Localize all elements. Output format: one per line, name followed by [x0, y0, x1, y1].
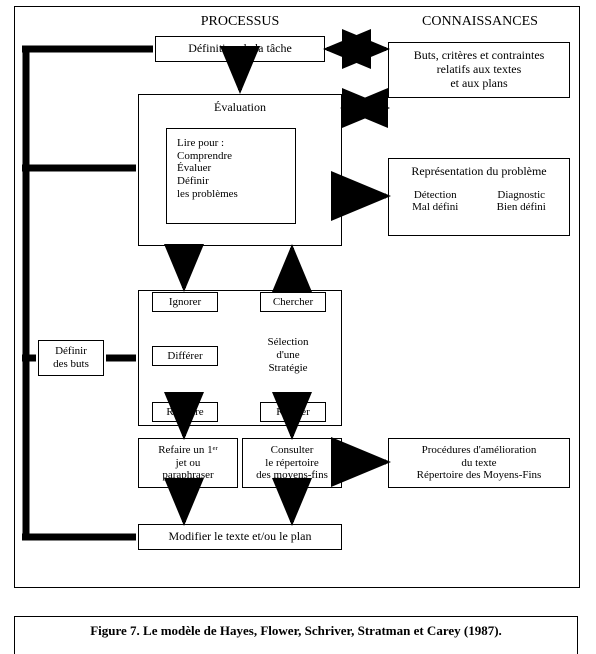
header-connaissances: CONNAISSANCES	[400, 14, 560, 30]
buts-line1: Buts, critères et contraintes	[414, 49, 545, 63]
lire-line4: Définir	[177, 175, 209, 188]
sel-l2: d'une	[276, 349, 299, 361]
buts-line3: et aux plans	[450, 77, 507, 91]
node-differer: Différer	[152, 346, 218, 366]
definir-l1: Définir	[55, 345, 87, 358]
representation-col1: Détection Mal défini	[412, 189, 458, 214]
rep-c2-l1: Diagnostic	[497, 189, 546, 202]
node-chercher: Chercher	[260, 292, 326, 312]
refaire-l3: paraphraser	[162, 469, 213, 482]
sel-l3: Stratégie	[268, 362, 307, 374]
ignorer-label: Ignorer	[169, 296, 201, 309]
node-definition: Définition de la tâche	[155, 36, 325, 62]
header-processus: PROCESSUS	[170, 14, 310, 30]
node-refaire: Refaire un 1ᵉʳ jet ou paraphraser	[138, 438, 238, 488]
definir-l2: des buts	[53, 358, 89, 371]
refaire-l1: Refaire un 1ᵉʳ	[158, 444, 218, 457]
sel-l1: Sélection	[268, 336, 309, 348]
node-reviser: Réviser	[260, 402, 326, 422]
node-buts-criteres: Buts, critères et contraintes relatifs a…	[388, 42, 570, 98]
node-procedures: Procédures d'amélioration du texte Réper…	[388, 438, 570, 488]
figure-caption: Figure 7. Le modèle de Hayes, Flower, Sc…	[14, 616, 578, 654]
lire-line2: Comprendre	[177, 150, 232, 163]
lire-line5: les problèmes	[177, 188, 238, 201]
proc-l1: Procédures d'amélioration	[422, 444, 537, 457]
evaluation-label: Évaluation	[214, 101, 266, 115]
proc-l3: Répertoire des Moyens-Fins	[417, 469, 542, 482]
modifier-label: Modifier le texte et/ou le plan	[169, 530, 312, 544]
node-definition-label: Définition de la tâche	[188, 42, 292, 56]
buts-line2: relatifs aux textes	[437, 63, 522, 77]
node-ignorer: Ignorer	[152, 292, 218, 312]
lire-line1: Lire pour :	[177, 137, 224, 150]
chercher-label: Chercher	[273, 296, 313, 309]
node-representation: Représentation du problème Détection Mal…	[388, 158, 570, 236]
node-reecrire: Réécrire	[152, 402, 218, 422]
node-lire-pour: Lire pour : Comprendre Évaluer Définir l…	[166, 128, 296, 224]
consulter-l1: Consulter	[271, 444, 314, 457]
node-definir-buts: Définir des buts	[38, 340, 104, 376]
representation-title: Représentation du problème	[411, 165, 546, 179]
reecrire-label: Réécrire	[166, 406, 203, 419]
consulter-l2: le répertoire	[265, 457, 318, 470]
rep-c1-l2: Mal défini	[412, 201, 458, 214]
differer-label: Différer	[167, 350, 202, 363]
lire-line3: Évaluer	[177, 162, 211, 175]
page: PROCESSUS CONNAISSANCES Définition de la…	[0, 0, 596, 654]
node-modifier: Modifier le texte et/ou le plan	[138, 524, 342, 550]
caption-text: Figure 7. Le modèle de Hayes, Flower, Sc…	[90, 623, 502, 638]
refaire-l2: jet ou	[176, 457, 201, 470]
consulter-l3: des moyens-fins	[256, 469, 328, 482]
proc-l2: du texte	[461, 457, 496, 470]
rep-c1-l1: Détection	[412, 189, 458, 202]
selection-label: Sélection d'une Stratégie	[248, 336, 328, 376]
node-consulter: Consulter le répertoire des moyens-fins	[242, 438, 342, 488]
reviser-label: Réviser	[276, 406, 310, 419]
representation-col2: Diagnostic Bien défini	[497, 189, 546, 214]
rep-c2-l2: Bien défini	[497, 201, 546, 214]
